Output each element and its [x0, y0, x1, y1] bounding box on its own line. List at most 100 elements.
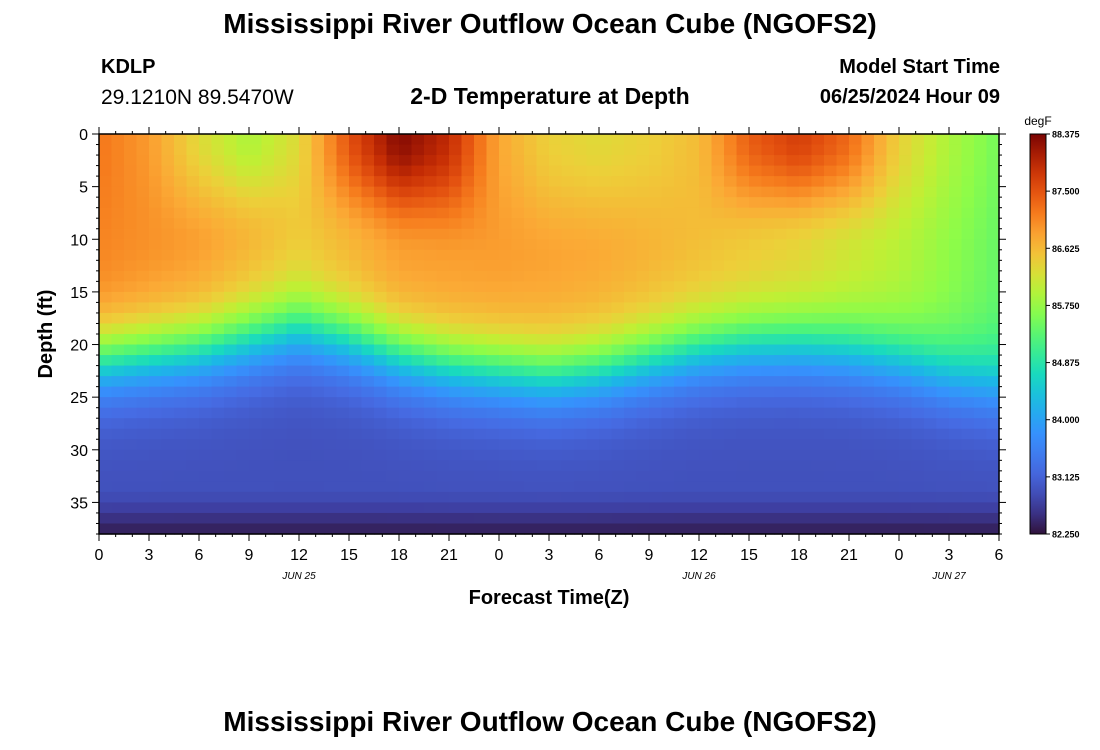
heatmap-cell: [186, 302, 200, 314]
heatmap-cell: [199, 386, 213, 398]
heatmap-cell: [336, 186, 350, 198]
heatmap-cell: [949, 344, 963, 356]
heatmap-cell: [224, 260, 238, 272]
heatmap-cell: [499, 376, 513, 388]
heatmap-cell: [599, 397, 613, 409]
heatmap-cell: [536, 470, 550, 482]
heatmap-cell: [386, 481, 400, 493]
heatmap-cell: [486, 260, 500, 272]
heatmap-cell: [299, 376, 313, 388]
heatmap-cell: [874, 365, 888, 377]
heatmap-cell: [474, 197, 488, 209]
heatmap-cell: [649, 470, 663, 482]
x-tick-label: 0: [95, 547, 104, 564]
heatmap-cell: [336, 397, 350, 409]
heatmap-cell: [886, 165, 900, 177]
heatmap-cell: [911, 134, 925, 146]
heatmap-cell: [736, 260, 750, 272]
heatmap-cell: [299, 291, 313, 304]
heatmap-cell: [686, 312, 700, 325]
heatmap-cell: [136, 355, 150, 367]
heatmap-cell: [949, 291, 963, 304]
heatmap-cell: [986, 291, 1000, 304]
heatmap-cell: [386, 281, 400, 293]
heatmap-cell: [561, 197, 575, 209]
heatmap-cell: [386, 155, 400, 167]
heatmap-cell: [286, 365, 300, 377]
heatmap-cell: [661, 144, 675, 156]
heatmap-cell: [661, 312, 675, 325]
heatmap-cell: [736, 334, 750, 346]
heatmap-cell: [599, 155, 613, 167]
heatmap-cell: [774, 418, 788, 430]
heatmap-cell: [899, 260, 913, 272]
heatmap-cell: [424, 239, 438, 251]
heatmap-cell: [149, 460, 163, 472]
heatmap-cell: [624, 386, 638, 398]
heatmap-cell: [799, 512, 813, 525]
heatmap-cell: [161, 460, 175, 472]
heatmap-cell: [836, 312, 850, 325]
heatmap-cell: [311, 134, 325, 146]
heatmap-cell: [824, 155, 838, 167]
heatmap-cell: [586, 186, 600, 198]
heatmap-cell: [374, 355, 388, 367]
heatmap-cell: [336, 312, 350, 325]
heatmap-cell: [161, 491, 175, 504]
heatmap-cell: [899, 502, 913, 514]
heatmap-cell: [336, 281, 350, 293]
heatmap-cell: [261, 491, 275, 504]
heatmap-cell: [99, 260, 113, 272]
heatmap-cell: [574, 218, 588, 230]
heatmap-cell: [824, 460, 838, 472]
heatmap-cell: [111, 207, 125, 219]
heatmap-cell: [849, 165, 863, 177]
heatmap-cell: [486, 218, 500, 230]
heatmap-cell: [811, 449, 825, 461]
heatmap-cell: [374, 302, 388, 314]
heatmap-cell: [949, 460, 963, 472]
heatmap-cell: [299, 134, 313, 146]
heatmap-cell: [736, 312, 750, 325]
heatmap-cell: [986, 439, 1000, 451]
heatmap-cell: [111, 512, 125, 525]
heatmap-cell: [961, 418, 975, 430]
heatmap-cell: [99, 155, 113, 167]
heatmap-cell: [936, 165, 950, 177]
heatmap-cell: [886, 491, 900, 504]
heatmap-cell: [724, 260, 738, 272]
heatmap-cell: [824, 249, 838, 261]
heatmap-cell: [649, 249, 663, 261]
heatmap-cell: [199, 439, 213, 451]
heatmap-cell: [624, 491, 638, 504]
heatmap-cell: [736, 249, 750, 261]
heatmap-cell: [761, 512, 775, 525]
heatmap-cell: [911, 165, 925, 177]
heatmap-cell: [461, 344, 475, 356]
heatmap-cell: [936, 239, 950, 251]
heatmap-cell: [774, 197, 788, 209]
heatmap-cell: [636, 428, 650, 440]
model-start-label: Model Start Time: [839, 56, 1000, 78]
heatmap-cell: [974, 523, 988, 535]
heatmap-cell: [861, 228, 875, 240]
heatmap-cell: [699, 428, 713, 440]
heatmap-cell: [724, 512, 738, 525]
heatmap-cell: [111, 428, 125, 440]
heatmap-cell: [424, 323, 438, 335]
heatmap-cell: [411, 281, 425, 293]
heatmap-cell: [649, 323, 663, 335]
heatmap-cell: [824, 134, 838, 146]
heatmap-cell: [449, 418, 463, 430]
heatmap-cell: [549, 355, 563, 367]
heatmap-cell: [224, 228, 238, 240]
heatmap-cell: [611, 228, 625, 240]
heatmap-cell: [124, 323, 138, 335]
heatmap-cell: [774, 481, 788, 493]
heatmap-cell: [399, 155, 413, 167]
heatmap-cell: [874, 460, 888, 472]
heatmap-cell: [386, 439, 400, 451]
heatmap-cell: [786, 218, 800, 230]
heatmap-cell: [361, 207, 375, 219]
heatmap-cell: [286, 144, 300, 156]
